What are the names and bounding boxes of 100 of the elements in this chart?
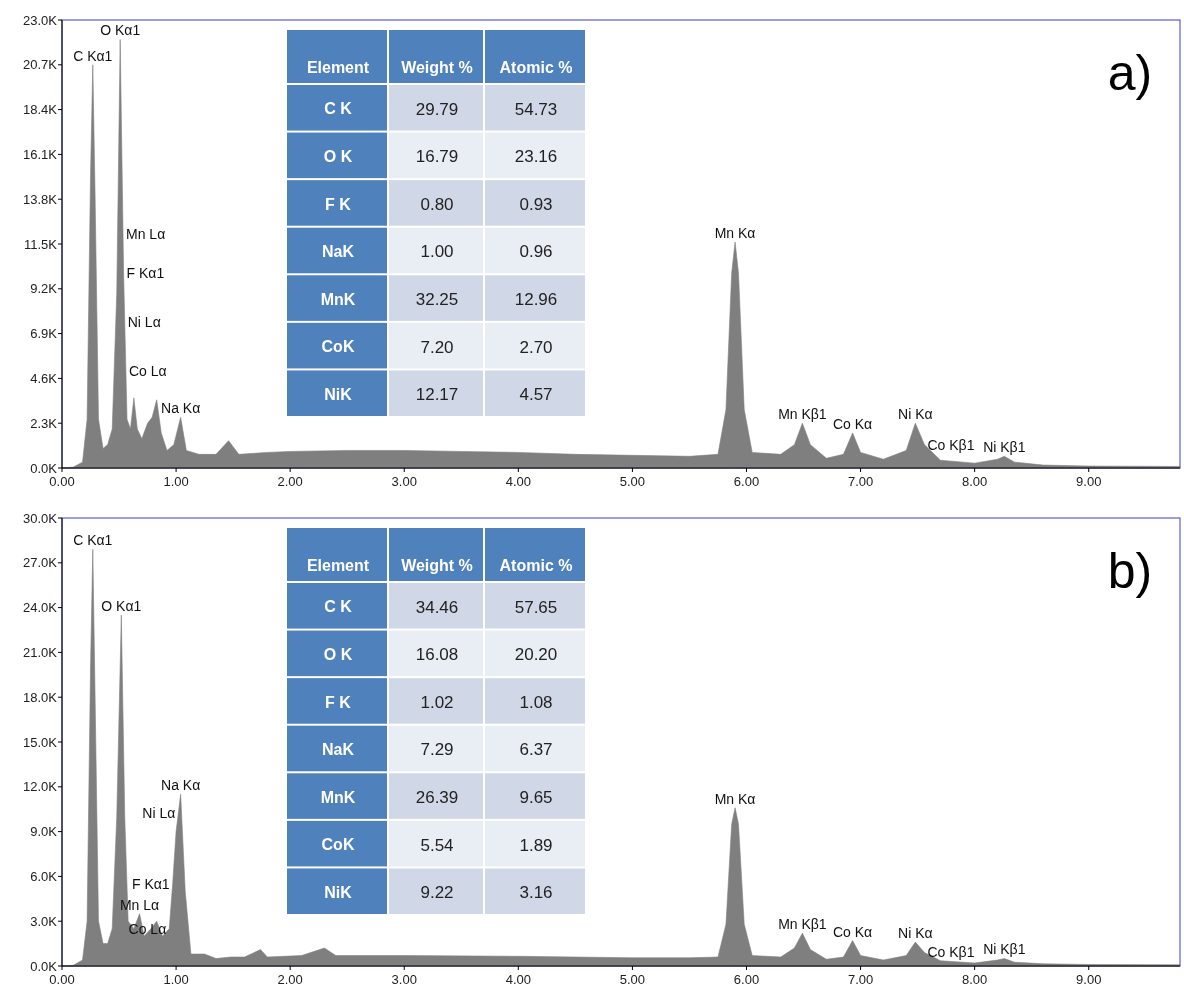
x-tick-label: 2.00 bbox=[277, 474, 303, 489]
x-tick-label: 8.00 bbox=[962, 474, 988, 489]
annotation: Ni Kα bbox=[898, 406, 933, 423]
x-tick-label: 0.00 bbox=[49, 972, 75, 987]
y-tick-label: 30.0K bbox=[23, 510, 58, 526]
text: 0.80 bbox=[420, 194, 454, 214]
x-tick-label: 8.00 bbox=[962, 972, 988, 987]
text: 23.16 bbox=[514, 147, 558, 167]
category-label: NiK bbox=[324, 385, 352, 403]
text: 29.79 bbox=[415, 99, 459, 119]
category-label: CoK bbox=[321, 338, 355, 356]
x-tick-label: 3.00 bbox=[391, 972, 417, 987]
x-tick-label: 1.00 bbox=[163, 474, 189, 489]
y-tick-label: 23.0K bbox=[23, 12, 58, 28]
text: 7.29 bbox=[420, 740, 454, 760]
y-tick-label: 0.0K bbox=[30, 460, 58, 476]
annotation: O Kα1 bbox=[101, 597, 142, 614]
text: 4.57 bbox=[519, 385, 553, 405]
text: 16.08 bbox=[415, 645, 459, 665]
x-tick-label: 6.00 bbox=[733, 972, 760, 987]
y-tick-label: 0.0K bbox=[30, 958, 58, 974]
category-label: CoK bbox=[321, 836, 355, 854]
y-tick-label: 16.1K bbox=[23, 146, 58, 162]
y-tick-label: 4.6K bbox=[30, 370, 58, 386]
text: 16.79 bbox=[415, 147, 459, 167]
y-tick-label: 24.0K bbox=[23, 600, 58, 616]
annotation: Mn Kα bbox=[714, 790, 756, 807]
annotation: Mn Lα bbox=[119, 896, 160, 913]
category-label: Element bbox=[306, 557, 370, 574]
annotation: b) bbox=[1107, 543, 1153, 599]
annotation: Na Kα bbox=[161, 777, 201, 794]
text: 5.54 bbox=[420, 835, 454, 855]
annotation: Ni Kβ1 bbox=[983, 941, 1026, 958]
text: 1.89 bbox=[519, 835, 553, 855]
annotation: Ni Kα bbox=[898, 925, 933, 942]
y-tick-label: 20.7K bbox=[23, 57, 58, 73]
category-label: C K bbox=[324, 598, 352, 616]
annotation: C Kα1 bbox=[73, 47, 113, 64]
category-label: NaK bbox=[321, 243, 355, 261]
category-label: F K bbox=[325, 195, 351, 213]
text: 2.70 bbox=[519, 337, 553, 357]
category-label: MnK bbox=[320, 290, 356, 308]
text: 6.37 bbox=[519, 740, 553, 760]
y-tick-label: 9.0K bbox=[30, 824, 58, 840]
text: 9.65 bbox=[519, 788, 553, 808]
text: 0.93 bbox=[519, 194, 553, 214]
annotation: C Kα1 bbox=[73, 532, 113, 549]
annotation: Co Kβ1 bbox=[927, 944, 975, 961]
category-label: NiK bbox=[324, 883, 352, 901]
y-tick-label: 15.0K bbox=[23, 734, 58, 750]
x-tick-label: 2.00 bbox=[277, 972, 303, 987]
y-tick-label: 12.0K bbox=[23, 779, 58, 795]
annotation: Co Lα bbox=[128, 362, 167, 379]
annotation: F Kα1 bbox=[131, 875, 170, 892]
category-label: O K bbox=[323, 645, 353, 663]
annotation: Co Kα bbox=[832, 923, 873, 940]
annotation: Mn Kβ1 bbox=[778, 916, 827, 933]
text: 12.96 bbox=[514, 290, 558, 310]
text: 57.65 bbox=[514, 597, 558, 617]
x-tick-label: 4.00 bbox=[505, 474, 531, 489]
y-tick-label: 18.0K bbox=[23, 689, 58, 705]
annotation: Mn Lα bbox=[126, 226, 166, 243]
category-label: O K bbox=[323, 147, 353, 165]
text: 12.17 bbox=[415, 385, 459, 405]
y-tick-label: 2.3K bbox=[30, 415, 58, 431]
y-tick-label: 21.0K bbox=[23, 644, 58, 660]
category-label: Weight % bbox=[401, 557, 473, 574]
annotation: F Kα1 bbox=[126, 265, 165, 282]
x-tick-label: 4.00 bbox=[505, 972, 531, 987]
x-tick-label: 5.00 bbox=[619, 972, 646, 987]
y-tick-label: 11.5K bbox=[23, 236, 58, 252]
category-label: MnK bbox=[320, 788, 356, 806]
x-tick-label: 5.00 bbox=[619, 474, 646, 489]
text: 0.96 bbox=[519, 242, 553, 262]
x-tick-label: 9.00 bbox=[1076, 972, 1102, 987]
x-tick-label: 9.00 bbox=[1076, 474, 1102, 489]
annotation: Ni Kβ1 bbox=[983, 439, 1026, 456]
y-tick-label: 9.2K bbox=[30, 281, 58, 297]
y-tick-label: 6.0K bbox=[30, 868, 58, 884]
category-label: C K bbox=[324, 100, 352, 118]
text: 32.25 bbox=[415, 290, 459, 310]
annotation: Ni Lα bbox=[142, 804, 176, 821]
x-tick-label: 3.00 bbox=[391, 474, 417, 489]
annotation: a) bbox=[1107, 45, 1153, 101]
x-tick-label: 7.00 bbox=[847, 972, 874, 987]
annotation: Co Kα bbox=[832, 415, 873, 432]
category-label: Element bbox=[306, 59, 370, 76]
category-label: NaK bbox=[321, 741, 355, 759]
y-tick-label: 18.4K bbox=[23, 102, 58, 118]
text: 7.20 bbox=[420, 337, 454, 357]
y-tick-label: 27.0K bbox=[23, 555, 58, 571]
y-tick-label: 6.9K bbox=[30, 326, 58, 342]
x-tick-label: 7.00 bbox=[847, 474, 874, 489]
x-tick-label: 1.00 bbox=[163, 972, 189, 987]
category-label: F K bbox=[325, 693, 351, 711]
text: 1.08 bbox=[519, 692, 553, 712]
category-label: Weight % bbox=[401, 59, 473, 76]
text: 1.02 bbox=[420, 692, 454, 712]
x-tick-label: 6.00 bbox=[733, 474, 760, 489]
text: 9.22 bbox=[420, 883, 454, 903]
